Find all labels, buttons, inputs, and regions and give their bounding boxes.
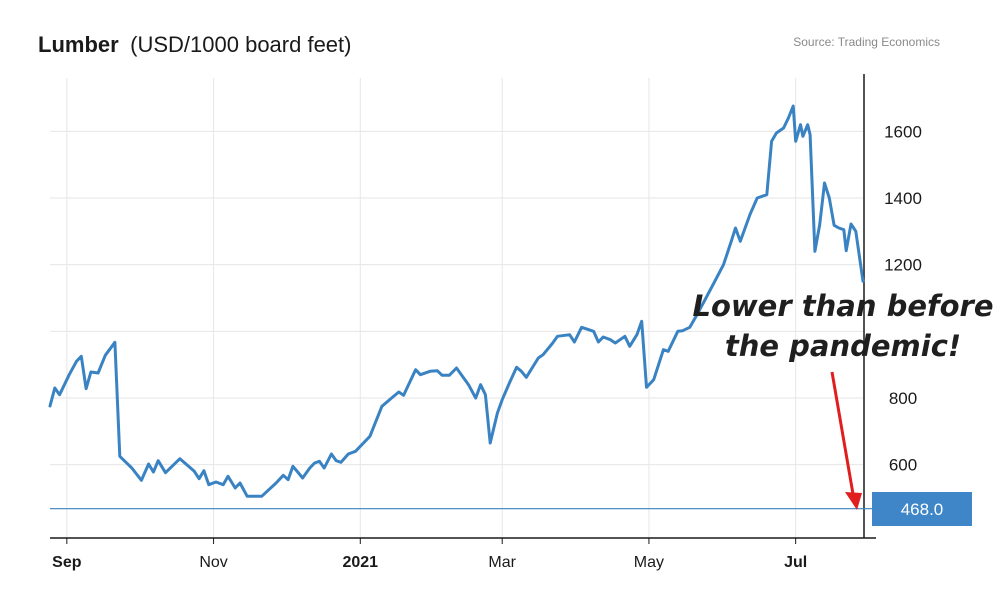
y-tick-label: 800: [889, 389, 917, 408]
grid-lines: [50, 78, 863, 538]
last-value-badge: 468.0: [872, 492, 972, 526]
y-tick-label: 1400: [884, 189, 922, 208]
x-tick-label: May: [634, 554, 664, 571]
last-value-label-bg: [872, 492, 972, 526]
y-tick-label: 600: [889, 456, 917, 475]
annotation-line-2: the pandemic!: [725, 329, 961, 363]
axes: [50, 74, 876, 544]
annotation-arrow: [830, 371, 855, 495]
chart-title-unit: (USD/1000 board feet): [130, 32, 351, 57]
tick-labels: 600 800 1200 1400 1600 Sep Nov 2021 Mar May Jul: [52, 122, 922, 571]
annotation-arrow-head: [845, 492, 862, 510]
x-tick-label: Nov: [199, 554, 227, 571]
y-tick-label: 1600: [884, 122, 922, 141]
chart-title: Lumber (USD/1000 board feet): [38, 32, 351, 57]
lumber-price-line: [48, 104, 865, 498]
x-tick-label: 2021: [342, 554, 378, 571]
y-tick-label: 1200: [884, 256, 922, 275]
x-tick-label: Jul: [784, 554, 807, 571]
series-layer: [48, 104, 872, 510]
source-credit: Source: Trading Economics: [793, 35, 940, 49]
annotation-line-1: Lower than before: [692, 289, 993, 323]
annotation: Lower than before the pandemic!: [692, 289, 994, 510]
x-tick-label: Mar: [488, 554, 516, 571]
x-tick-label: Sep: [52, 554, 82, 571]
chart-title-name: Lumber: [38, 32, 119, 57]
last-value-label: 468.0: [901, 500, 944, 519]
